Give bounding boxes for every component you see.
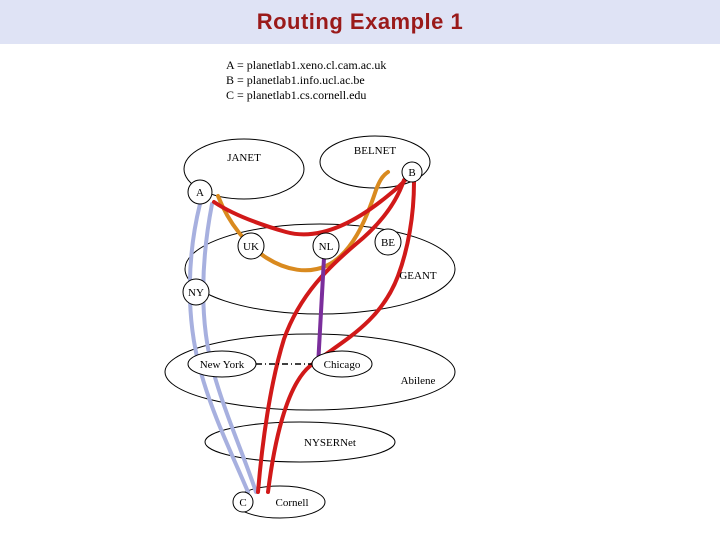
network-label-abilene: Abilene xyxy=(401,375,436,387)
network-label-geant: GEANT xyxy=(399,270,437,282)
node-label-UK: UK xyxy=(243,241,259,253)
network-label-nysernet: NYSERNet xyxy=(304,437,356,449)
network-label-janet: JANET xyxy=(227,152,261,164)
node-label-B: B xyxy=(408,167,415,179)
node-label-NY: NY xyxy=(188,287,204,299)
node-label-Chicago: Chicago xyxy=(324,359,361,371)
node-label-C: C xyxy=(239,497,246,509)
node-label-NewYork: New York xyxy=(200,359,245,371)
node-label-BE: BE xyxy=(381,237,395,249)
route-purple xyxy=(318,258,324,366)
network-label-belnet: BELNET xyxy=(354,145,396,157)
node-label-A: A xyxy=(196,187,204,199)
routing-diagram: A = planetlab1.xeno.cl.cam.ac.uk B = pla… xyxy=(0,44,720,540)
network-label-cornell: Cornell xyxy=(276,497,309,509)
slide-header: Routing Example 1 xyxy=(0,0,720,44)
page-title: Routing Example 1 xyxy=(257,9,464,34)
network-svg: JANET BELNET GEANT Abilene NYSERNet Cornell A B… xyxy=(0,44,720,540)
node-label-NL: NL xyxy=(319,241,334,253)
